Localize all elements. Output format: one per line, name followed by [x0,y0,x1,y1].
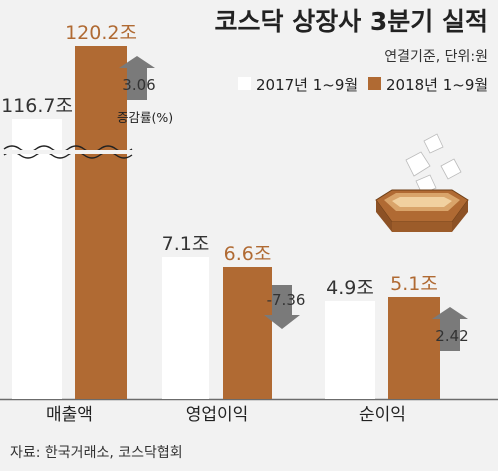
value-label-2017-operating-profit: 7.1조 [162,233,210,255]
category-label-revenue: 매출액 [46,405,93,425]
chart-title: 코스닥 상장사 3분기 실적 [214,7,488,36]
money-bowl-icon [375,133,469,232]
axis-break-gap [4,150,140,154]
change-arrow-up-revenue [119,56,155,100]
value-label-2017-revenue: 116.7조 [1,95,73,117]
change-value-revenue: 3.06 [122,76,155,94]
change-arrow-up-net-profit [432,307,468,351]
source-note: 자료: 한국거래소, 코스닥협회 [10,445,183,461]
change-value-operating-profit: -7.36 [267,291,306,309]
bars-layer [3,46,440,399]
chart-subtitle: 연결기준, 단위:원 [384,49,488,65]
banknote-icon [405,133,462,195]
value-label-2018-net-profit: 5.1조 [390,273,438,295]
value-label-2017-net-profit: 4.9조 [326,277,374,299]
legend-label-2017: 2017년 1~9월 [256,76,358,94]
bar-2017-net-profit [325,301,375,399]
change-rate-label: 증감률(%) [117,110,173,125]
category-label-operating-profit: 영업이익 [186,405,249,425]
change-arrow-down-operating-profit [264,285,300,329]
legend-swatch-2017 [238,77,251,90]
bar-2018-operating-profit [223,267,272,399]
bar-2017-operating-profit [162,257,209,399]
change-value-net-profit: 2.42 [435,327,468,345]
change-arrows-layer: 3.06 증감률(%) -7.36 2.42 [117,56,469,351]
value-label-2018-operating-profit: 6.6조 [224,243,272,265]
legend-swatch-2018 [368,77,381,90]
bar-2018-revenue [75,46,127,399]
category-label-net-profit: 순이익 [359,405,406,425]
legend-label-2018: 2018년 1~9월 [386,76,488,94]
legend: 2017년 1~9월 2018년 1~9월 [238,76,488,94]
bar-2017-revenue [12,119,62,399]
value-label-2018-revenue: 120.2조 [65,22,137,44]
bar-2018-net-profit [388,297,440,399]
